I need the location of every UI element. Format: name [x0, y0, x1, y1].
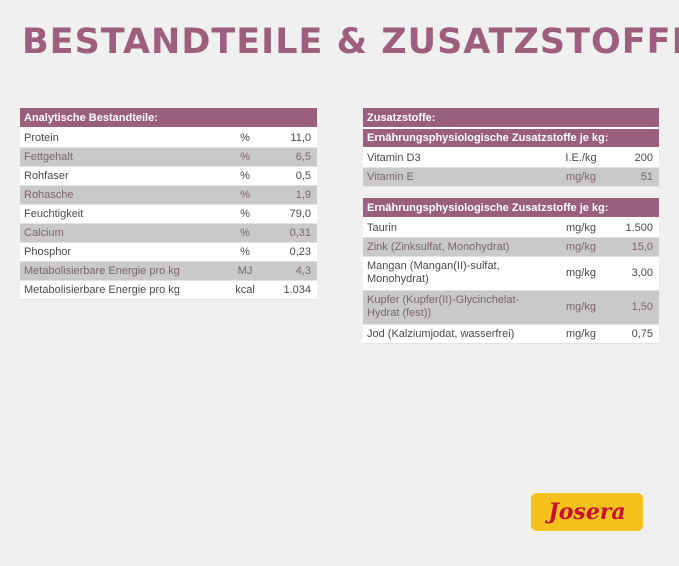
- cell-value: 200: [609, 148, 659, 168]
- cell-name: Metabolisierbare Energie pro kg: [20, 261, 220, 281]
- cell-unit: mg/kg: [553, 237, 609, 257]
- analytical-header-row: Analytische Bestandteile:: [20, 108, 317, 129]
- cell-name: Mangan (Mangan(II)-sulfat, Monohydrat): [363, 256, 553, 291]
- table-row: Rohasche% 1,9: [20, 185, 317, 205]
- table-row: Phosphor% 0,23: [20, 242, 317, 262]
- vitamins-subheader-row: Ernährungsphysiologische Zusatzstoffe je…: [363, 128, 659, 149]
- minerals-subheader: Ernährungsphysiologische Zusatzstoffe je…: [363, 198, 659, 219]
- cell-unit: I.E./kg: [553, 148, 609, 168]
- cell-value: 0,5: [270, 166, 317, 186]
- table-row: Jod (Kalziumjodat, wasserfrei) mg/kg 0,75: [363, 324, 659, 344]
- cell-name: Vitamin E: [363, 167, 553, 187]
- josera-logo: Josera: [531, 493, 643, 531]
- cell-value: 51: [609, 167, 659, 187]
- minerals-section: Ernährungsphysiologische Zusatzstoffe je…: [363, 198, 659, 344]
- cell-name: Phosphor: [20, 242, 220, 262]
- table-row: Kupfer (Kupfer(II)-Glycinchelat-Hydrat (…: [363, 290, 659, 325]
- additives-section: Zusatzstoffe: Ernährungsphysiologische Z…: [363, 108, 659, 187]
- cell-name: Vitamin D3: [363, 148, 553, 168]
- page-title: Bestandteile & Zusatzstoffe: [22, 22, 679, 62]
- additives-header-row: Zusatzstoffe:: [363, 108, 659, 129]
- cell-unit: mg/kg: [553, 167, 609, 187]
- table-row: Calcium% 0,31: [20, 223, 317, 243]
- cell-value: 1,9: [270, 185, 317, 205]
- cell-unit: %: [220, 185, 270, 205]
- cell-value: 0,23: [270, 242, 317, 262]
- cell-value: 11,0: [270, 128, 317, 148]
- cell-name: Feuchtigkeit: [20, 204, 220, 224]
- cell-name: Kupfer (Kupfer(II)-Glycinchelat-Hydrat (…: [363, 290, 553, 325]
- minerals-subheader-row: Ernährungsphysiologische Zusatzstoffe je…: [363, 198, 659, 219]
- logo-text: Josera: [548, 499, 626, 525]
- table-row: Metabolisierbare Energie pro kg MJ 4,3: [20, 261, 317, 281]
- cell-value: 1.500: [609, 218, 659, 238]
- table-row: Rohfaser% 0,5: [20, 166, 317, 186]
- cell-name: Fettgehalt: [20, 147, 220, 167]
- cell-unit: kcal: [220, 280, 270, 300]
- cell-value: 15,0: [609, 237, 659, 257]
- cell-unit: mg/kg: [553, 218, 609, 238]
- cell-unit: %: [220, 128, 270, 148]
- cell-unit: %: [220, 204, 270, 224]
- cell-unit: mg/kg: [553, 256, 609, 291]
- cell-name: Rohfaser: [20, 166, 220, 186]
- cell-name: Zink (Zinksulfat, Monohydrat): [363, 237, 553, 257]
- cell-unit: MJ: [220, 261, 270, 281]
- cell-value: 1.034: [270, 280, 317, 300]
- cell-name: Rohasche: [20, 185, 220, 205]
- cell-unit: %: [220, 166, 270, 186]
- cell-name: Protein: [20, 128, 220, 148]
- cell-name: Jod (Kalziumjodat, wasserfrei): [363, 324, 553, 344]
- cell-unit: %: [220, 223, 270, 243]
- minerals-table: Ernährungsphysiologische Zusatzstoffe je…: [363, 198, 659, 344]
- vitamins-subheader: Ernährungsphysiologische Zusatzstoffe je…: [363, 128, 659, 149]
- cell-unit: mg/kg: [553, 324, 609, 344]
- table-row: Protein% 11,0: [20, 128, 317, 148]
- cell-unit: mg/kg: [553, 290, 609, 325]
- cell-value: 4,3: [270, 261, 317, 281]
- cell-value: 0,75: [609, 324, 659, 344]
- table-row: Taurin mg/kg 1.500: [363, 218, 659, 238]
- cell-value: 3,00: [609, 256, 659, 291]
- additives-header: Zusatzstoffe:: [363, 108, 659, 129]
- table-row: Vitamin D3 I.E./kg 200: [363, 148, 659, 168]
- cell-value: 1,50: [609, 290, 659, 325]
- cell-name: Taurin: [363, 218, 553, 238]
- analytical-header: Analytische Bestandteile:: [20, 108, 317, 129]
- cell-unit: %: [220, 147, 270, 167]
- cell-value: 79,0: [270, 204, 317, 224]
- table-row: Zink (Zinksulfat, Monohydrat) mg/kg 15,0: [363, 237, 659, 257]
- cell-value: 6,5: [270, 147, 317, 167]
- table-row: Mangan (Mangan(II)-sulfat, Monohydrat) mg…: [363, 256, 659, 291]
- table-row: Metabolisierbare Energie pro kg kcal 1.034: [20, 280, 317, 300]
- cell-name: Calcium: [20, 223, 220, 243]
- analytical-table: Analytische Bestandteile: Protein% 11,0 Fe…: [20, 108, 317, 300]
- table-row: Feuchtigkeit% 79,0: [20, 204, 317, 224]
- cell-value: 0,31: [270, 223, 317, 243]
- vitamins-table: Zusatzstoffe: Ernährungsphysiologische Z…: [363, 108, 659, 187]
- cell-unit: %: [220, 242, 270, 262]
- table-row: Fettgehalt% 6,5: [20, 147, 317, 167]
- cell-name: Metabolisierbare Energie pro kg: [20, 280, 220, 300]
